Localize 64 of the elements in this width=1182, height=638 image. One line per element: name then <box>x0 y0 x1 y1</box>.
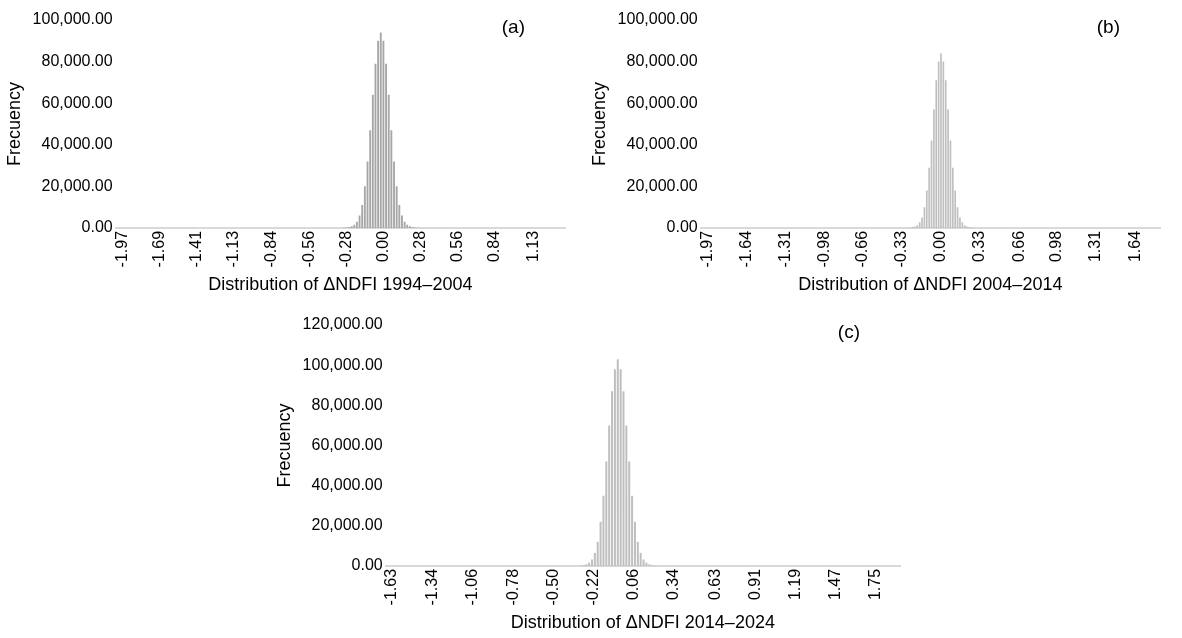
x-tick-label: 0.06 <box>623 568 641 601</box>
y-tick-label: 40,000.00 <box>311 476 383 494</box>
y-tick-label: 80,000.00 <box>626 51 698 69</box>
x-axis-title: Distribution of ΔNDFI 2004–2014 <box>798 274 1063 295</box>
y-tick-label: 80,000.00 <box>311 395 383 413</box>
y-tick-label: 100,000.00 <box>32 10 113 28</box>
x-tick-label: -1.41 <box>186 230 204 268</box>
x-tick-label: 0.66 <box>1009 230 1027 263</box>
y-tick-label: 120,000.00 <box>302 315 383 333</box>
y-tick-label: 20,000.00 <box>41 176 113 194</box>
x-tick-label: -1.97 <box>112 230 130 268</box>
annotation: (a) <box>501 15 525 37</box>
x-tick-label: 0.33 <box>970 230 988 263</box>
x-tick-label: -1.13 <box>224 230 242 268</box>
y-axis-title: Frecuency <box>273 403 294 488</box>
x-tick-label: -1.69 <box>149 230 167 268</box>
y-tick-label: 60,000.00 <box>311 435 383 453</box>
x-tick-label: -0.33 <box>892 230 910 268</box>
y-tick-label: 20,000.00 <box>311 516 383 534</box>
x-tick-label: -1.31 <box>776 230 794 268</box>
x-tick-label: -0.84 <box>262 230 280 268</box>
y-axis-title: Frecuency <box>3 81 24 166</box>
x-tick-label: -1.64 <box>737 230 755 268</box>
y-tick-label: 0.00 <box>666 218 698 236</box>
y-tick-label: 100,000.00 <box>302 355 383 373</box>
x-tick-label: 0.56 <box>448 230 466 263</box>
x-tick-label: -0.50 <box>543 568 561 606</box>
x-tick-label: -0.66 <box>853 230 871 268</box>
x-tick-label: -0.56 <box>299 230 317 268</box>
x-tick-label: -0.28 <box>336 230 354 268</box>
y-tick-label: 100,000.00 <box>617 10 698 28</box>
y-axis-title: Frecuency <box>588 81 609 166</box>
y-tick-label: 40,000.00 <box>41 135 113 153</box>
x-tick-label: 0.34 <box>664 568 682 601</box>
x-axis-title: Distribution of ΔNDFI 2014–2024 <box>510 612 775 633</box>
x-tick-label: 0.00 <box>931 230 949 263</box>
x-tick-label: -1.34 <box>423 568 441 606</box>
x-tick-label: -1.63 <box>381 568 399 606</box>
x-tick-label: 0.84 <box>485 230 503 263</box>
x-tick-label: 0.98 <box>1047 230 1065 263</box>
x-tick-label: 1.64 <box>1125 230 1143 263</box>
y-tick-label: 60,000.00 <box>41 93 113 111</box>
x-tick-label: -1.97 <box>698 230 716 268</box>
x-tick-label: 1.47 <box>825 568 843 601</box>
y-tick-label: 0.00 <box>351 556 383 574</box>
y-tick-label: 80,000.00 <box>41 51 113 69</box>
y-tick-label: 20,000.00 <box>626 176 698 194</box>
x-tick-label: -0.98 <box>815 230 833 268</box>
x-tick-label: 1.75 <box>866 568 884 601</box>
x-tick-label: 1.19 <box>785 568 803 601</box>
x-tick-label: -0.22 <box>583 568 601 606</box>
x-tick-label: 0.63 <box>705 568 723 601</box>
x-tick-label: 0.91 <box>745 568 763 601</box>
x-axis-title: Distribution of ΔNDFI 1994–2004 <box>208 274 473 295</box>
y-tick-label: 0.00 <box>81 218 113 236</box>
y-tick-label: 40,000.00 <box>626 135 698 153</box>
x-tick-label: 1.31 <box>1086 230 1104 263</box>
y-tick-label: 60,000.00 <box>626 93 698 111</box>
annotation: (c) <box>837 320 860 342</box>
annotation: (b) <box>1096 15 1120 37</box>
x-tick-label: -0.78 <box>503 568 521 606</box>
x-tick-label: 0.28 <box>410 230 428 263</box>
x-tick-label: -1.06 <box>463 568 481 606</box>
x-tick-label: 1.13 <box>523 230 541 263</box>
